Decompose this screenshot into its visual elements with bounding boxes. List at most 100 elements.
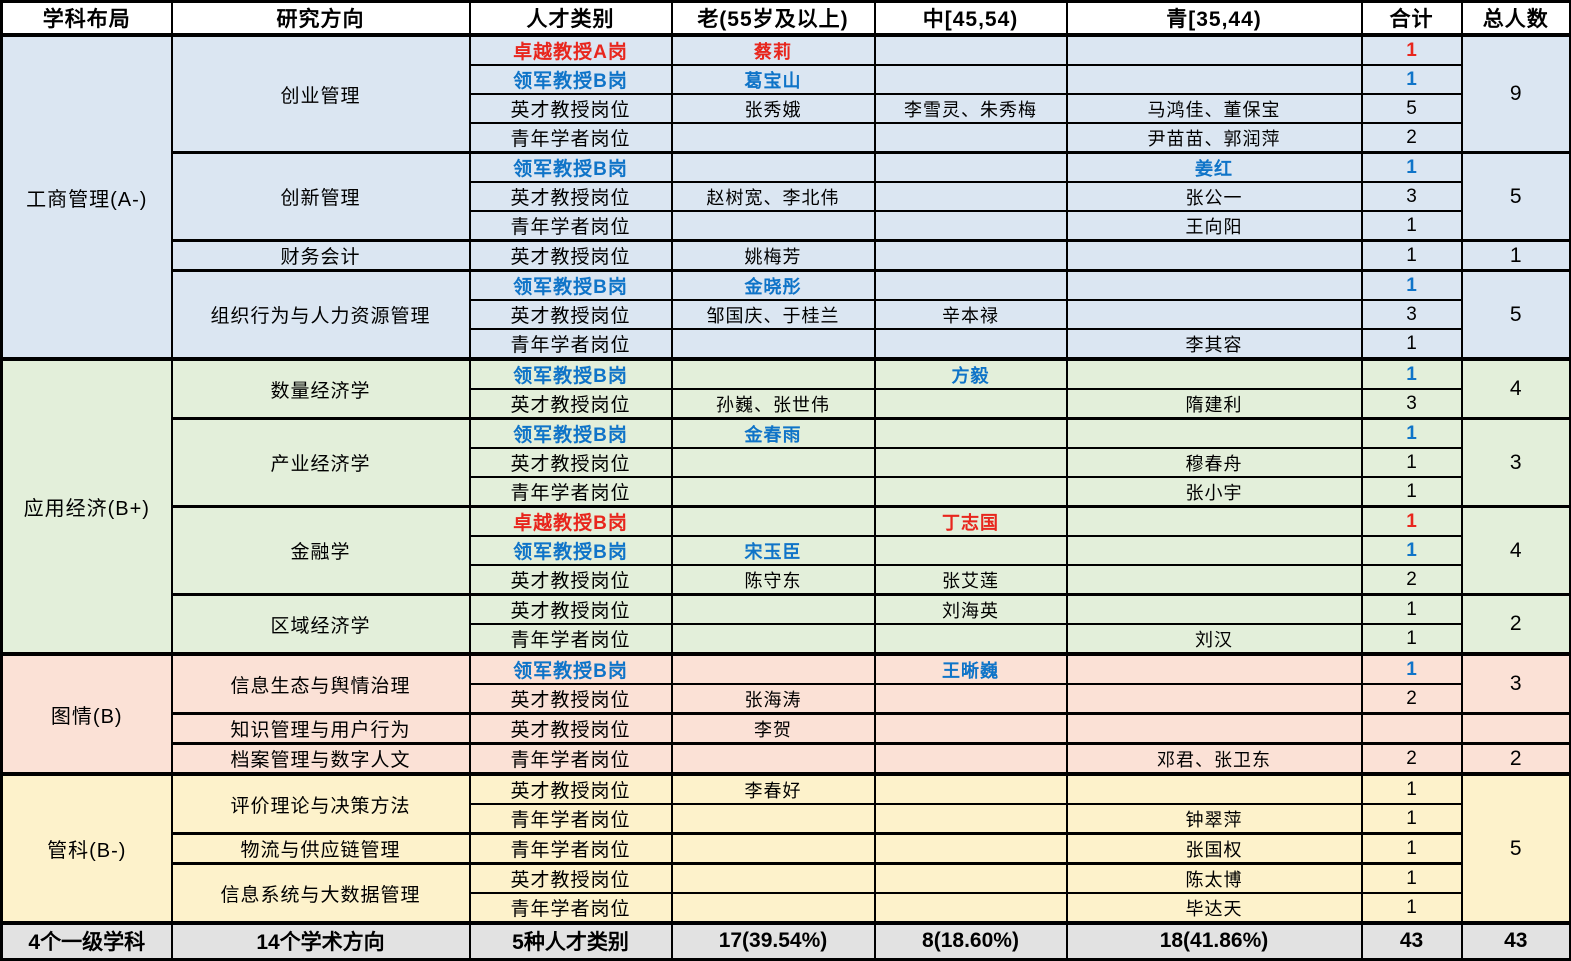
names-young-cell xyxy=(1065,564,1363,596)
names-old-cell xyxy=(670,803,876,835)
direction-cell: 组织行为与人力资源管理 xyxy=(170,269,471,360)
subtotal-cell: 1 xyxy=(1360,476,1463,508)
names-old-cell xyxy=(670,593,876,625)
names-mid-cell xyxy=(873,712,1068,745)
subtotal-cell: 1 xyxy=(1360,328,1463,360)
names-mid-cell xyxy=(873,388,1068,420)
column-header: 总人数 xyxy=(1460,0,1571,37)
table-row: 信息系统与大数据管理 英才教授岗位 陈太博 1 xyxy=(1,862,1571,924)
group-total-cell: 4 xyxy=(1460,357,1571,420)
direction-cell: 数量经济学 xyxy=(170,357,471,420)
table-row: 青年学者岗位 张小宇 1 xyxy=(1,476,1571,508)
names-young-cell xyxy=(1065,593,1363,625)
group-total-cell: 9 xyxy=(1460,33,1571,154)
names-mid-cell: 丁志国 xyxy=(873,505,1068,537)
subtotal-cell: 2 xyxy=(1360,742,1463,775)
talent-category-cell: 领军教授B岗 xyxy=(468,535,673,566)
names-mid-cell xyxy=(873,181,1068,212)
names-old-cell: 葛宝山 xyxy=(670,64,876,95)
names-young-cell: 尹苗苗、郭润萍 xyxy=(1065,122,1363,154)
names-young-cell: 邓君、张卫东 xyxy=(1065,742,1363,775)
names-young-cell xyxy=(1065,269,1363,301)
names-young-cell: 穆春舟 xyxy=(1065,447,1363,478)
footer-summary-cell: 43 xyxy=(1360,921,1463,960)
table-row: 领军教授B岗 葛宝山 1 xyxy=(1,64,1571,95)
names-young-cell xyxy=(1065,652,1363,685)
direction-cell: 信息系统与大数据管理 xyxy=(170,862,471,924)
direction-cell: 档案管理与数字人文 xyxy=(170,742,471,775)
group-total-cell: 1 xyxy=(1460,239,1571,272)
discipline-cell: 管科(B-) xyxy=(0,772,173,924)
table-row: 管科(B-) 评价理论与决策方法 英才教授岗位 李春好 1 5 xyxy=(0,772,1571,924)
names-old-cell: 金晓彤 xyxy=(670,269,876,301)
names-young-cell xyxy=(1065,505,1363,537)
names-mid-cell xyxy=(873,417,1068,449)
names-mid-cell xyxy=(873,832,1068,865)
names-mid-cell xyxy=(873,447,1068,478)
talent-category-cell: 青年学者岗位 xyxy=(468,210,673,242)
talent-category-cell: 卓越教授A岗 xyxy=(468,33,673,66)
names-young-cell: 毕达天 xyxy=(1065,892,1363,924)
names-old-cell: 李贺 xyxy=(670,712,876,745)
group-total-cell: 3 xyxy=(1460,417,1571,508)
names-old-cell xyxy=(670,447,876,478)
names-mid-cell xyxy=(873,535,1068,566)
group-total-cell: 5 xyxy=(1460,269,1571,360)
names-mid-cell: 王晰巍 xyxy=(873,652,1068,685)
names-old-cell: 邹国庆、于桂兰 xyxy=(670,299,876,330)
table-footer: 4个一级学科 14个学术方向 5种人才类别 17(39.54%) 8(18.60%) 18… xyxy=(0,921,1571,960)
names-young-cell: 张公一 xyxy=(1065,181,1363,212)
names-mid-cell: 方毅 xyxy=(873,357,1068,390)
names-young-cell xyxy=(1065,33,1363,66)
names-old-cell: 张秀娥 xyxy=(670,93,876,124)
direction-cell: 信息生态与舆情治理 xyxy=(170,652,471,715)
names-mid-cell: 张艾莲 xyxy=(873,564,1068,596)
talent-category-cell: 领军教授B岗 xyxy=(468,269,673,301)
column-header: 青[35,44) xyxy=(1065,0,1363,37)
subtotal-cell: 1 xyxy=(1360,505,1463,537)
names-old-cell xyxy=(670,476,876,508)
discipline-cell: 图情(B) xyxy=(0,652,173,775)
footer-summary-cell: 18(41.86%) xyxy=(1065,921,1363,960)
table-row: 工商管理(A-) 创业管理 卓越教授A岗 蔡莉 1 9 xyxy=(0,33,1571,360)
subtotal-cell: 1 xyxy=(1360,623,1463,655)
column-header: 学科布局 xyxy=(0,0,173,37)
names-young-cell xyxy=(1065,535,1363,566)
names-young-cell: 李其容 xyxy=(1065,328,1363,360)
names-young-cell xyxy=(1065,64,1363,95)
names-young-cell: 刘汉 xyxy=(1065,623,1363,655)
talent-category-cell: 领军教授B岗 xyxy=(468,417,673,449)
names-mid-cell: 李雪灵、朱秀梅 xyxy=(873,93,1068,124)
footer-summary-cell: 43 xyxy=(1460,921,1571,960)
names-old-cell xyxy=(670,151,876,183)
direction-cell: 创新管理 xyxy=(170,151,471,242)
names-mid-cell xyxy=(873,64,1068,95)
subtotal-cell: 2 xyxy=(1360,564,1463,596)
talent-category-cell: 英才教授岗位 xyxy=(468,564,673,596)
names-young-cell xyxy=(1065,417,1363,449)
names-mid-cell xyxy=(873,862,1068,894)
column-header: 合计 xyxy=(1360,0,1463,37)
direction-cell: 物流与供应链管理 xyxy=(170,832,471,865)
names-young-cell: 钟翠萍 xyxy=(1065,803,1363,835)
names-mid-cell xyxy=(873,269,1068,301)
names-old-cell xyxy=(670,742,876,775)
direction-cell: 评价理论与决策方法 xyxy=(170,772,471,835)
names-old-cell xyxy=(670,505,876,537)
subtotal-cell: 1 xyxy=(1360,239,1463,272)
talent-category-cell: 英才教授岗位 xyxy=(468,388,673,420)
names-old-cell xyxy=(670,328,876,360)
group-total-cell: 5 xyxy=(1460,151,1571,242)
names-old-cell: 蔡莉 xyxy=(670,33,876,66)
subtotal-cell: 1 xyxy=(1360,151,1463,183)
subtotal-cell: 1 xyxy=(1360,862,1463,894)
subtotal-cell: 5 xyxy=(1360,93,1463,124)
direction-cell: 知识管理与用户行为 xyxy=(170,712,471,745)
names-old-cell: 姚梅芳 xyxy=(670,239,876,272)
talent-category-cell: 英才教授岗位 xyxy=(468,93,673,124)
table-row: 创新管理 领军教授B岗 姜红 1 5 xyxy=(1,151,1571,242)
subtotal-cell xyxy=(1360,712,1463,745)
subtotal-cell: 1 xyxy=(1360,803,1463,835)
talent-category-cell: 英才教授岗位 xyxy=(468,593,673,625)
